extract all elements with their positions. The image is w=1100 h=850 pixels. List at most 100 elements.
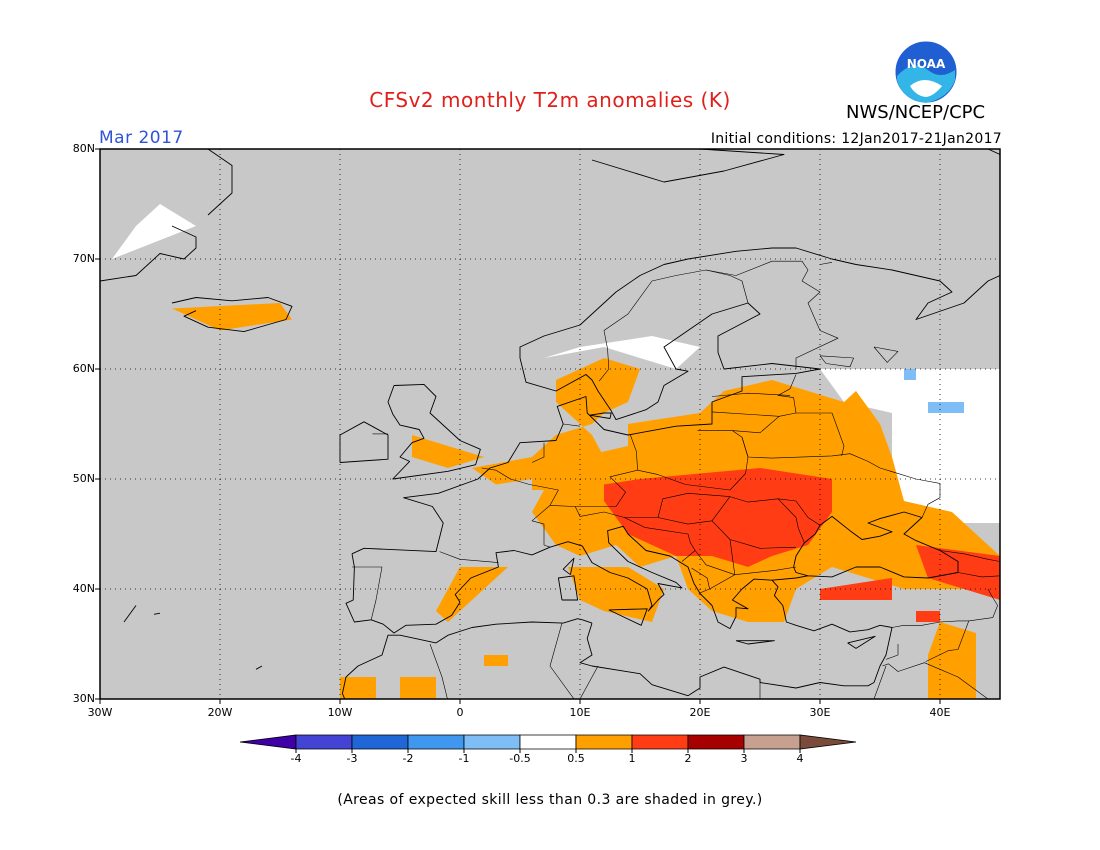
colorbar-label: 4 [796, 752, 804, 765]
anomaly-region-orange [340, 677, 376, 699]
lake-outline [819, 355, 854, 368]
colorbar-label: -3 [346, 752, 358, 765]
coastline [847, 635, 876, 649]
country-border [873, 665, 887, 699]
country-border [796, 412, 845, 456]
anomaly-region-lightblue [904, 369, 916, 380]
anomaly-region-orange [568, 567, 664, 622]
coastline [387, 383, 481, 480]
colorbar-segment [575, 734, 633, 750]
country-border [549, 623, 575, 699]
colorbar-segment [743, 734, 801, 750]
country-border [481, 467, 559, 548]
anomaly-region-lightblue [928, 402, 964, 413]
coastlines-and-borders [100, 149, 1000, 699]
lat-label-70n: 70N [72, 252, 95, 265]
anomaly-region-red [916, 611, 940, 622]
colorbar-segment [687, 734, 745, 750]
country-border [709, 574, 735, 590]
country-border [352, 566, 383, 620]
agency-label: NWS/NCEP/CPC [846, 102, 986, 123]
lat-label-40n: 40N [72, 582, 95, 595]
logo-text: NOAA [907, 57, 946, 71]
country-border [939, 550, 1000, 562]
anomaly-region-red [604, 468, 832, 567]
lon-label-40e: 40E [929, 706, 951, 719]
colorbar-segment [463, 734, 521, 750]
coastline [591, 149, 785, 183]
axis-ticks [95, 148, 941, 704]
country-border [691, 567, 710, 594]
anomaly-fills [112, 204, 1000, 699]
colorbar-segment [519, 734, 577, 750]
lat-label-60n: 60N [72, 362, 95, 375]
coastline [255, 665, 263, 670]
lat-label-50n: 50N [72, 472, 95, 485]
country-border [598, 269, 749, 382]
lon-label-20e: 20E [689, 706, 711, 719]
coastline [153, 612, 161, 615]
country-border [711, 392, 791, 397]
colorbar-segment [407, 734, 465, 750]
lat-label-80n: 80N [72, 142, 95, 155]
country-border [624, 517, 696, 562]
colorbar-arrow-right [799, 734, 857, 750]
country-border [637, 430, 749, 491]
country-border [563, 423, 581, 427]
colorbar-label: 0.5 [567, 752, 585, 765]
lon-label-30e: 30E [809, 706, 831, 719]
anomaly-region-orange [412, 435, 484, 468]
coastline [557, 575, 579, 601]
colorbar-segment [631, 734, 689, 750]
country-border [531, 442, 545, 463]
coastline [735, 640, 775, 645]
anomaly-region-orange [400, 677, 436, 699]
anomaly-region-orange [484, 655, 508, 666]
noaa-logo-icon: NOAA [894, 40, 958, 104]
coastline [341, 618, 593, 699]
country-border [711, 411, 780, 417]
anomaly-region-white [112, 204, 196, 259]
country-border [574, 492, 731, 518]
lon-label-0: 0 [456, 706, 464, 719]
lon-label-30w: 30W [87, 706, 113, 719]
colorbar-label: -4 [290, 752, 302, 765]
coastline [171, 297, 293, 333]
coastline [123, 605, 137, 623]
coastline [987, 149, 1000, 155]
country-border [729, 539, 797, 576]
colorbar-label: 3 [740, 752, 748, 765]
anomaly-region-orange [172, 303, 292, 331]
lon-label-10e: 10E [569, 706, 591, 719]
country-border [882, 662, 989, 699]
colorbar-label: 2 [684, 752, 692, 765]
page-title: CFSv2 monthly T2m anomalies (K) [369, 88, 731, 112]
country-border [579, 665, 599, 699]
coastline [562, 557, 575, 576]
colorbar-segment [351, 734, 409, 750]
lake-outline [873, 346, 899, 363]
anomaly-region-orange [436, 567, 508, 622]
colorbar-segment [295, 734, 353, 750]
lon-label-10w: 10W [327, 706, 353, 719]
colorbar-label: 1 [628, 752, 636, 765]
country-border [741, 437, 941, 518]
country-border [891, 588, 998, 628]
country-border [925, 620, 970, 662]
country-border [429, 643, 448, 699]
country-border [549, 434, 638, 507]
country-border [694, 550, 735, 575]
colorbar-arrow-left [239, 734, 297, 750]
country-border [885, 644, 899, 660]
colorbar-label: -2 [402, 752, 414, 765]
country-border [732, 374, 797, 434]
coastline [100, 225, 197, 282]
colorbar-label: -1 [458, 752, 470, 765]
country-border [705, 260, 839, 369]
coastline [771, 511, 959, 581]
colorbar [239, 734, 857, 753]
coastline [345, 525, 893, 687]
country-border [957, 572, 1000, 578]
country-border [777, 498, 805, 543]
map-frame [99, 148, 1001, 700]
